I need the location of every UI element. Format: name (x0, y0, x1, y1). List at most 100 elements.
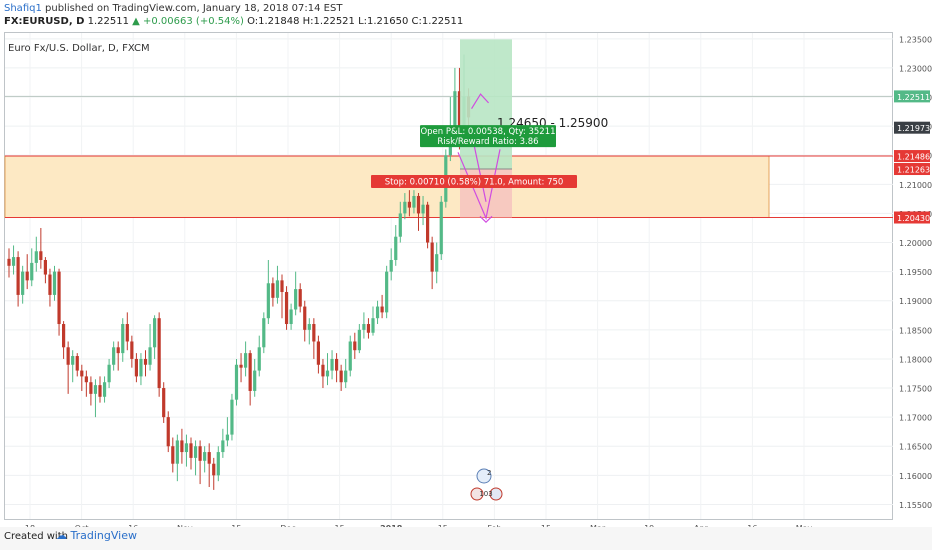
candle-body (330, 358, 334, 371)
x-tick-label: Apr (694, 524, 709, 527)
ohlc-values: O:1.21848 H:1.22521 L:1.21650 C:1.22511 (247, 16, 464, 27)
candle-body (321, 364, 325, 377)
candle-body (153, 318, 157, 348)
eu-flag-icon (489, 487, 503, 501)
candle-body (198, 446, 202, 461)
open-pl-text: Open P&L: 0.00538, Qty: 35211 (420, 127, 555, 137)
candle-body (248, 353, 252, 391)
candles (7, 54, 471, 490)
candle-body (430, 242, 434, 272)
price-axis[interactable]: 1.235001.230001.225001.220001.215001.210… (894, 35, 932, 510)
y-tick-label: 1.20000 (899, 239, 932, 248)
y-tick-label: 1.23000 (899, 64, 932, 73)
candle-body (457, 91, 462, 132)
candle-body (143, 358, 148, 365)
candle-body (30, 262, 34, 281)
candle-body (271, 283, 275, 298)
candle-body (21, 271, 25, 295)
y-tick-label: 1.16000 (899, 472, 932, 481)
price-tag (894, 90, 930, 103)
candle-body (275, 280, 280, 298)
x-tick-label: Feb (487, 524, 501, 527)
candle-body (385, 271, 389, 313)
x-tick-label: Nov (177, 524, 193, 527)
candle-body (157, 318, 161, 389)
symbol-label: FX:EURUSD, D (4, 16, 85, 27)
published-text: published on TradingView.com, January 18… (41, 3, 343, 14)
candle-body (102, 382, 107, 397)
candle-body (362, 324, 366, 330)
candle-body (435, 254, 439, 272)
author-link[interactable]: Shafiq1 (4, 3, 42, 14)
candle-body (139, 358, 143, 377)
price-tag (894, 211, 930, 224)
candle-body (239, 364, 243, 368)
candle-body (125, 324, 129, 342)
ohlc-line: FX:EURUSD, D 1.22511 ▲ +0.00663 (+0.54%)… (4, 16, 463, 28)
y-tick-label: 1.21000 (899, 181, 932, 190)
candle-body (389, 259, 393, 272)
price-tag (894, 121, 930, 134)
candle-body (180, 440, 184, 453)
candle-body (316, 341, 320, 365)
candle-body (294, 289, 298, 310)
candle-body (130, 341, 134, 359)
candle-body (225, 434, 229, 441)
candle-body (421, 204, 425, 214)
x-tick-label: Mar (590, 524, 606, 527)
candle-body (407, 201, 411, 208)
x-tick-label: 15 (438, 524, 448, 527)
candle-body (189, 443, 193, 458)
event-badge-count: 103 (479, 490, 492, 498)
projection-arrow-up (471, 93, 489, 109)
last-price: 1.22511 (87, 16, 129, 27)
x-tick-label: Dec (280, 524, 295, 527)
y-tick-label: 1.18500 (899, 326, 932, 335)
candle-body (266, 283, 270, 319)
candle-body (221, 440, 225, 453)
price-tag (894, 150, 930, 163)
candle-body (116, 347, 120, 354)
price-tag-label: 1.21486 (897, 153, 930, 162)
candle-body (175, 440, 179, 464)
x-tick-label: 19 (644, 524, 654, 527)
candle-body (348, 341, 352, 371)
candle-body (303, 306, 307, 330)
candle-body (325, 370, 330, 377)
candle-body (11, 257, 16, 266)
us-flag-icon (470, 487, 484, 501)
candle-body (62, 324, 66, 348)
x-tick-label: 2018 (380, 524, 403, 527)
candle-body (253, 370, 257, 391)
candle-body (371, 318, 375, 333)
candle-body (412, 195, 416, 208)
price-tag-label: 1.21973 (897, 124, 930, 133)
candle-body (16, 257, 20, 295)
risk-reward-text: Risk/Reward Ratio: 3.86 (437, 137, 538, 147)
event-badge-count: 2 (487, 469, 491, 477)
tradingview-logo[interactable]: ☁ TradingView (56, 529, 137, 542)
publish-header: Shafiq1 published on TradingView.com, Ja… (0, 0, 932, 30)
candle-body (98, 385, 102, 397)
candle-body (203, 452, 207, 461)
candle-body (403, 201, 407, 214)
candle-body (66, 347, 70, 365)
candle-body (280, 280, 284, 293)
candle-body (439, 201, 443, 255)
price-tag-label: 1.21263 (897, 166, 930, 175)
y-tick-label: 1.17500 (899, 385, 932, 394)
profit-area (460, 39, 512, 170)
grid (5, 33, 893, 519)
candle-body (284, 292, 289, 325)
candle-body (162, 388, 166, 418)
candle-body (307, 324, 311, 330)
candle-body (52, 271, 57, 295)
candle-body (75, 356, 79, 371)
price-tag-label: 1.22511 (897, 93, 930, 102)
candle-body (171, 446, 175, 464)
candle-body (184, 443, 189, 453)
time-axis[interactable]: 18 Oct 16 Nov 15 Dec 15 2018 15 Feb 15 Mar 19 Apr 16 Ma… (25, 524, 813, 527)
candle-body (80, 370, 84, 377)
